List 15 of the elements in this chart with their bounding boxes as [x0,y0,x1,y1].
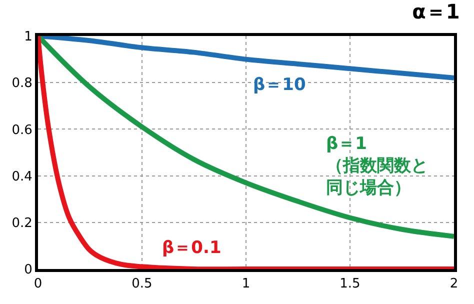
y-tick-label: 0.6 [12,122,32,138]
x-tick-label: 1 [242,276,250,292]
series-label: β＝0.1 [162,238,222,258]
y-tick-label: 0.8 [12,76,32,92]
x-tick-label: 1.5 [340,276,360,292]
chart-title: α＝1 [412,0,460,24]
x-tick-label: 2 [450,276,458,292]
x-tick-label: 0 [34,276,42,292]
y-tick-label: 1 [24,30,32,45]
series-label: β＝1（指数関数と同じ場合） [326,134,428,198]
series-label: β＝10 [253,75,306,95]
y-tick-label: 0.4 [12,169,32,184]
y-tick-label: 0 [24,262,32,278]
x-tick-label: 0.5 [132,276,152,292]
y-tick-label: 0.2 [12,216,32,231]
